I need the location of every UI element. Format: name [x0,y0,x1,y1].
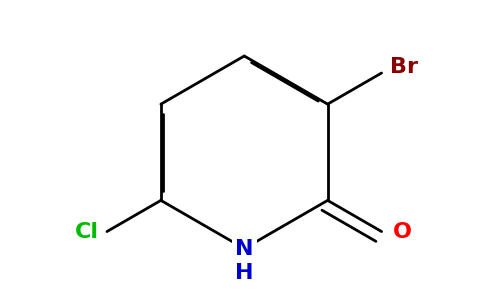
Text: Br: Br [390,57,418,77]
Text: N: N [235,238,254,259]
Text: H: H [235,263,254,283]
Text: Cl: Cl [75,221,99,242]
Text: O: O [393,221,411,242]
